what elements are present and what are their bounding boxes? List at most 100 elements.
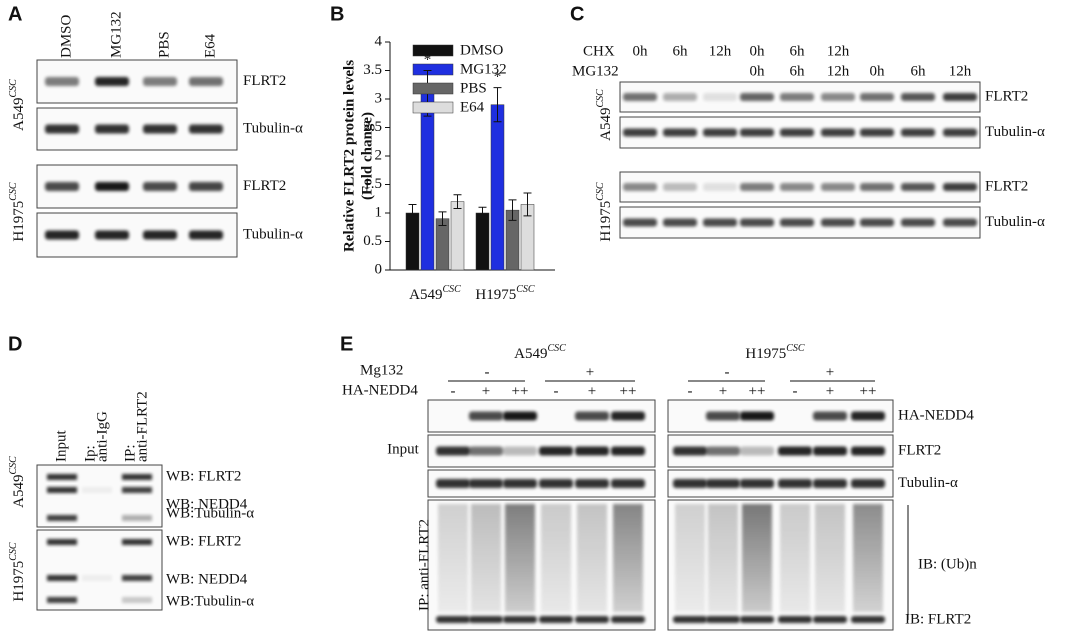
band: [780, 128, 814, 137]
superscript: CSC: [8, 182, 19, 201]
treatment: 12h: [709, 43, 732, 59]
band: [503, 479, 537, 488]
category: A549: [409, 287, 442, 303]
band: [122, 474, 152, 480]
treatment: 0h: [750, 63, 766, 79]
y-axis-label: (Fold change): [359, 112, 375, 200]
blot-label: Tubulin-α: [985, 124, 1045, 140]
band: [122, 515, 152, 521]
y-tick-label: 1.5: [363, 176, 382, 192]
band: [778, 616, 812, 623]
bar: [420, 93, 435, 271]
cell-line: H1975CSC: [595, 182, 614, 242]
band: [860, 93, 894, 101]
band: [539, 479, 573, 488]
band: [813, 616, 847, 623]
cell-line: H1975CSC: [8, 542, 27, 602]
cell-line: A549CSC: [514, 343, 566, 362]
bar: [450, 201, 465, 271]
bar: [475, 212, 490, 271]
band: [663, 93, 697, 101]
section-label: Input: [387, 441, 419, 457]
smear: [438, 504, 468, 612]
band: [901, 93, 935, 101]
band: [740, 479, 774, 488]
blot-label: WB:Tubulin-α: [166, 593, 254, 609]
band: [122, 597, 152, 603]
band: [663, 128, 697, 137]
band: [82, 575, 112, 581]
treatment: 6h: [911, 63, 927, 79]
cell-line-name: A549: [11, 98, 27, 131]
band: [780, 183, 814, 191]
y-axis-label: Relative FLRT2 protein levels: [341, 60, 357, 252]
band: [122, 539, 152, 545]
treatment: 6h: [790, 43, 806, 59]
band: [611, 616, 645, 623]
panel-label: A: [8, 3, 22, 25]
superscript: CSC: [595, 89, 606, 108]
band: [740, 93, 774, 101]
error-bar: [478, 206, 487, 220]
y-tick-label: 0: [375, 261, 383, 277]
band: [851, 446, 885, 456]
band: [780, 218, 814, 227]
y-tick-label: 2: [375, 147, 383, 163]
treatment: +: [586, 364, 594, 380]
cell-line-name: A549: [514, 346, 547, 362]
treatment: -: [725, 364, 730, 380]
band: [575, 616, 609, 623]
band: [703, 218, 737, 227]
band: [539, 616, 573, 623]
band: [503, 616, 537, 623]
bar: [490, 104, 505, 271]
row-label: HA-NEDD4: [342, 382, 418, 398]
smear: [853, 504, 883, 612]
band: [143, 230, 177, 240]
band: [778, 446, 812, 456]
legend-label: PBS: [460, 80, 487, 96]
treatment: +: [826, 383, 834, 399]
error-bar: [438, 211, 447, 227]
band: [740, 446, 774, 456]
treatment: 6h: [790, 63, 806, 79]
band: [436, 616, 470, 623]
smear: [613, 504, 643, 612]
band: [45, 77, 79, 86]
band: [623, 183, 657, 191]
blot-label: WB: FLRT2: [166, 533, 241, 549]
smear: [675, 504, 705, 612]
superscript: CSC: [548, 343, 567, 354]
lane-label: anti-IgG: [94, 411, 110, 462]
cell-line: H1975CSC: [745, 343, 805, 362]
lane-label: DMSO: [58, 14, 74, 58]
smear: [780, 504, 810, 612]
smear: [541, 504, 571, 612]
row-label: CHX: [583, 43, 615, 59]
blot-label: FLRT2: [985, 178, 1028, 194]
cell-line-name: H1975: [745, 346, 786, 362]
band: [813, 446, 847, 456]
cell-line-name: H1975: [598, 201, 614, 242]
band: [189, 77, 223, 86]
band: [821, 218, 855, 227]
band: [539, 446, 573, 456]
treatment: -: [451, 383, 456, 399]
section-label: IP: anti-FLRT2: [416, 519, 432, 611]
band: [47, 474, 77, 480]
band: [663, 183, 697, 191]
band: [706, 411, 740, 421]
band: [943, 218, 977, 227]
band: [47, 515, 77, 521]
y-tick-label: 0.5: [363, 233, 382, 249]
treatment: +: [719, 383, 727, 399]
band: [623, 128, 657, 137]
band: [611, 479, 645, 488]
band: [901, 128, 935, 137]
panel-label: C: [570, 3, 584, 25]
y-tick-label: 2.5: [363, 119, 382, 135]
y-tick-label: 4: [375, 33, 383, 49]
cell-line-name: H1975: [11, 201, 27, 242]
band: [436, 479, 470, 488]
legend-label: MG132: [460, 61, 507, 77]
